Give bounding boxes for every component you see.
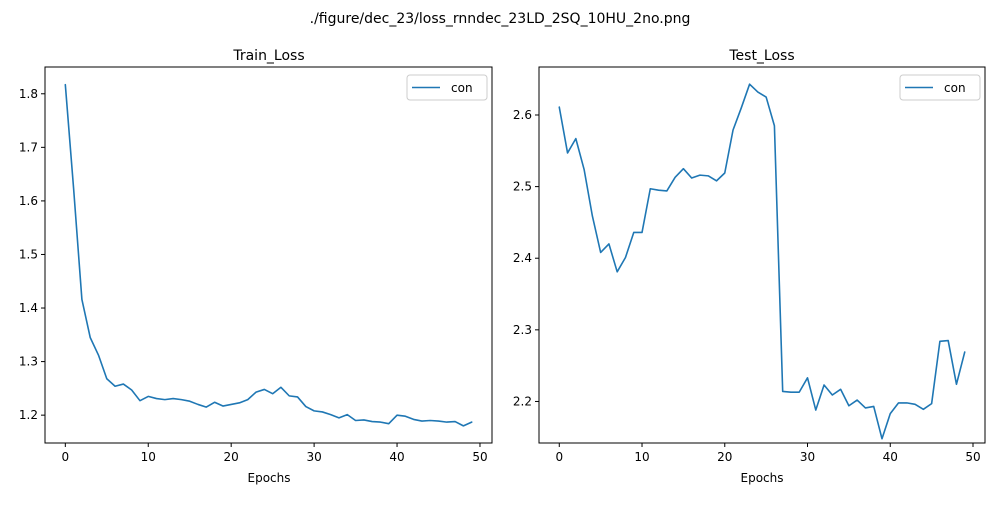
test-loss-legend: con xyxy=(899,74,981,101)
train-loss-y-tick-label: 1.2 xyxy=(19,408,38,422)
test-loss-x-ticks: 0 10 20 30 40 50 xyxy=(555,443,981,464)
train-loss-legend-box xyxy=(406,74,488,101)
test-loss-legend-box xyxy=(899,74,981,101)
test-loss-x-tick-label: 40 xyxy=(883,450,898,464)
test-loss-title: Test_Loss xyxy=(728,48,794,64)
train-loss-y-ticks: 1.2 1.3 1.4 1.5 1.6 1.7 1.8 xyxy=(19,87,45,422)
train-loss-y-tick-label: 1.3 xyxy=(19,355,38,369)
figure-title: ./figure/dec_23/loss_rnndec_23LD_2SQ_10H… xyxy=(310,11,691,27)
train-loss-legend-label: con xyxy=(451,81,473,95)
test-loss-x-tick-label: 10 xyxy=(634,450,649,464)
train-loss-x-tick-label: 10 xyxy=(141,450,156,464)
test-loss-x-tick-label: 50 xyxy=(965,450,980,464)
test-loss-x-tick-label: 0 xyxy=(555,450,563,464)
train-loss-y-tick-label: 1.7 xyxy=(19,140,38,154)
train-loss-x-tick-label: 40 xyxy=(389,450,404,464)
train-loss-y-tick-label: 1.4 xyxy=(19,301,38,315)
test-loss-plot: Test_Loss 0 10 20 30 40 50 2.2 2.3 2.4 2.5 2.6 co… xyxy=(513,48,986,485)
test-loss-x-tick-label: 30 xyxy=(800,450,815,464)
train-loss-axes-frame xyxy=(44,66,493,444)
test-loss-y-tick-label: 2.2 xyxy=(513,394,532,408)
train-loss-series-con-line xyxy=(64,83,473,427)
test-loss-y-ticks: 2.2 2.3 2.4 2.5 2.6 xyxy=(513,108,539,408)
train-loss-title: Train_Loss xyxy=(232,48,304,64)
train-loss-plot: Train_Loss 0 10 20 30 40 50 1.21.31.41.51.61.… xyxy=(19,48,493,485)
train-loss-legend: con xyxy=(406,74,488,101)
train-loss-y-tick-label: 1.5 xyxy=(19,247,38,261)
test-loss-x-axis-label: Epochs xyxy=(741,471,784,485)
test-loss-y-tick-label: 2.4 xyxy=(513,251,532,265)
train-loss-y-tick-label: 1.6 xyxy=(19,194,38,208)
train-loss-x-tick-label: 30 xyxy=(306,450,321,464)
test-loss-y-tick-label: 2.3 xyxy=(513,323,532,337)
test-loss-y-tick-label: 2.6 xyxy=(513,108,532,122)
test-loss-series-con-line xyxy=(558,83,966,440)
train-loss-y-tick-label: 1.8 xyxy=(19,87,38,101)
train-loss-x-ticks: 0 10 20 30 40 50 xyxy=(61,443,488,464)
test-loss-legend-label: con xyxy=(944,81,966,95)
train-loss-x-tick-label: 0 xyxy=(61,450,69,464)
train-loss-x-axis-label: Epochs xyxy=(248,471,291,485)
test-loss-y-tick-label: 2.5 xyxy=(513,180,532,194)
test-loss-axes-frame xyxy=(538,66,986,444)
train-loss-x-tick-label: 50 xyxy=(472,450,487,464)
test-loss-x-tick-label: 20 xyxy=(717,450,732,464)
train-loss-x-tick-label: 20 xyxy=(224,450,239,464)
